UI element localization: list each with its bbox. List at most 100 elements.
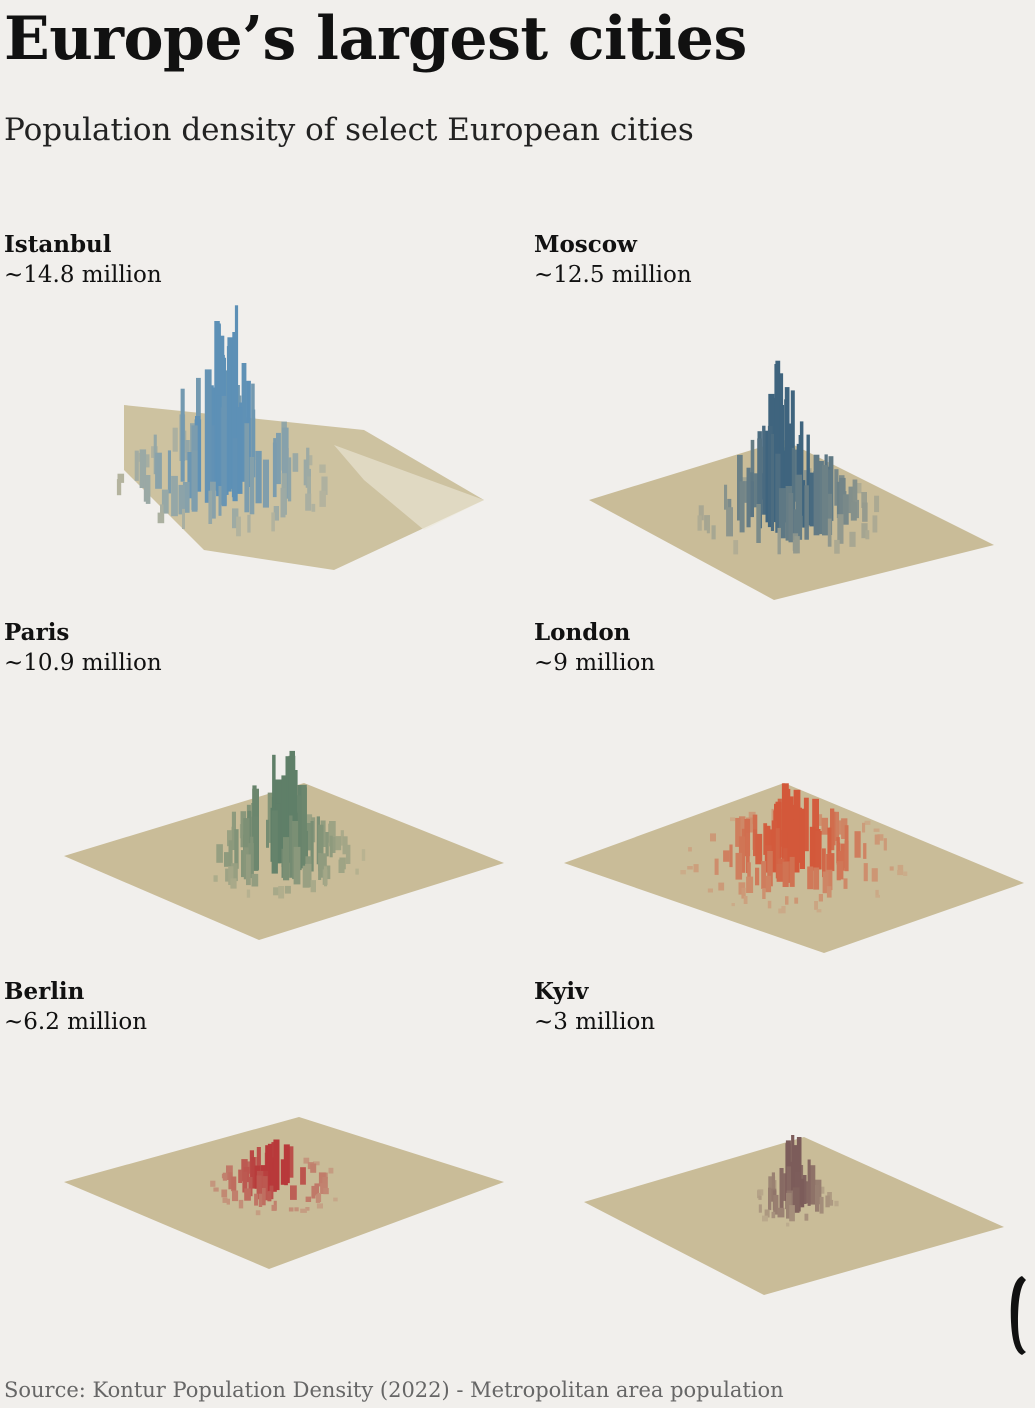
density-spike bbox=[849, 532, 855, 547]
city-name-istanbul: Istanbul bbox=[4, 230, 112, 260]
density-spike bbox=[834, 540, 840, 554]
density-spike bbox=[778, 909, 781, 914]
density-spike bbox=[762, 1216, 768, 1222]
density-spike bbox=[898, 865, 904, 871]
density-spike bbox=[335, 836, 341, 850]
page-title: Europe’s largest cities bbox=[4, 2, 747, 76]
density-spike bbox=[181, 389, 185, 482]
density-spike bbox=[247, 890, 250, 898]
density-spike bbox=[300, 1209, 307, 1213]
density-spike bbox=[771, 434, 774, 531]
source-note: Source: Kontur Population Density (2022)… bbox=[4, 1375, 784, 1405]
density-spike bbox=[777, 864, 784, 882]
density-spike bbox=[329, 1168, 334, 1174]
density-spike bbox=[221, 1190, 227, 1198]
density-spike bbox=[252, 874, 259, 887]
density-spike bbox=[747, 468, 751, 528]
density-spike bbox=[267, 1191, 271, 1201]
density-spike bbox=[276, 433, 281, 484]
density-spike bbox=[732, 903, 735, 906]
page-subtitle: Population density of select European ci… bbox=[4, 108, 694, 152]
density-spike bbox=[740, 481, 745, 532]
density-spike bbox=[222, 396, 227, 506]
density-spike bbox=[158, 513, 165, 524]
density-spike bbox=[289, 1207, 294, 1211]
density-spike bbox=[865, 821, 871, 825]
density-spike bbox=[729, 845, 732, 868]
density-spike bbox=[311, 880, 316, 892]
density-spike bbox=[755, 834, 762, 864]
density-spike bbox=[294, 847, 301, 885]
density-spike bbox=[897, 870, 903, 875]
density-spike bbox=[762, 888, 765, 899]
density-spike bbox=[825, 1196, 829, 1208]
density-spike bbox=[828, 519, 832, 547]
density-spike bbox=[326, 832, 329, 856]
density-spike bbox=[759, 1204, 762, 1212]
density-spike bbox=[312, 504, 316, 512]
density-spike bbox=[746, 877, 753, 893]
density-spike bbox=[744, 896, 748, 904]
density-spike bbox=[173, 428, 178, 452]
city-panel-london: London ~9 million bbox=[534, 618, 1035, 958]
city-panel-istanbul: Istanbul ~14.8 million bbox=[4, 230, 514, 590]
density-spike bbox=[873, 515, 878, 532]
density-spike bbox=[272, 1205, 277, 1211]
density-spike bbox=[789, 493, 794, 542]
density-spike bbox=[216, 396, 221, 497]
density-spike bbox=[712, 525, 716, 539]
density-spike bbox=[862, 503, 868, 522]
density-spike bbox=[817, 909, 822, 912]
density-spike bbox=[238, 1170, 242, 1183]
density-spike bbox=[723, 850, 729, 861]
density-spike bbox=[680, 870, 686, 874]
city-name-kyiv: Kyiv bbox=[534, 977, 588, 1007]
density-spike bbox=[305, 494, 311, 511]
density-spike bbox=[278, 886, 284, 899]
density-spike bbox=[822, 465, 828, 535]
city-population-paris: ~10.9 million bbox=[4, 648, 162, 678]
density-spike bbox=[246, 854, 251, 885]
density-spike bbox=[807, 867, 813, 890]
density-spike bbox=[694, 864, 699, 872]
city-population-london: ~9 million bbox=[534, 648, 655, 678]
density-spike bbox=[192, 451, 198, 512]
density-spike bbox=[310, 1164, 316, 1173]
density-spike bbox=[155, 453, 162, 489]
density-spike bbox=[223, 1173, 227, 1181]
density-spike bbox=[865, 530, 869, 539]
density-spike bbox=[230, 878, 236, 888]
density-spike bbox=[216, 844, 223, 863]
density-spike bbox=[316, 1194, 320, 1203]
density-spike bbox=[736, 853, 743, 880]
density-spike bbox=[302, 785, 307, 869]
density-spike bbox=[862, 823, 865, 833]
density-spike bbox=[813, 868, 819, 890]
density-spike bbox=[707, 517, 710, 534]
density-spike bbox=[710, 833, 716, 841]
density-spike bbox=[733, 540, 738, 554]
density-spike bbox=[288, 457, 291, 501]
density-spike bbox=[231, 1177, 236, 1192]
city-panel-kyiv: Kyiv ~3 million bbox=[534, 977, 1035, 1297]
density-spike bbox=[146, 475, 151, 504]
density-spike bbox=[214, 875, 218, 882]
density-spike bbox=[872, 868, 878, 881]
density-spike bbox=[903, 872, 907, 877]
density-spike bbox=[845, 841, 849, 872]
city-population-moscow: ~12.5 million bbox=[534, 260, 692, 290]
density-spike bbox=[232, 1191, 238, 1202]
density-spike bbox=[289, 816, 292, 878]
density-spike bbox=[244, 1188, 251, 1200]
density-spike bbox=[168, 450, 171, 493]
city-name-paris: Paris bbox=[4, 618, 69, 648]
density-spike bbox=[827, 886, 832, 897]
city-panel-paris: Paris ~10.9 million bbox=[4, 618, 514, 948]
density-spike bbox=[273, 887, 279, 895]
density-spike bbox=[346, 845, 351, 864]
density-spike bbox=[294, 1207, 298, 1211]
density-spike bbox=[283, 837, 289, 880]
density-spike bbox=[786, 1223, 789, 1227]
density-spike bbox=[306, 1197, 312, 1202]
density-spike bbox=[890, 866, 894, 870]
